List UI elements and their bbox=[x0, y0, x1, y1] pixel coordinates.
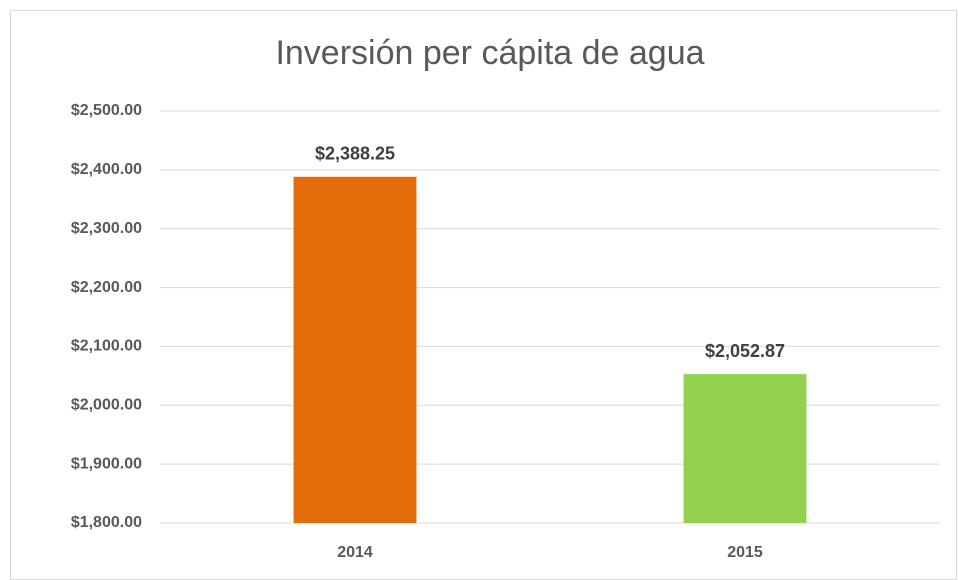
bar bbox=[683, 374, 807, 523]
value-label: $2,388.25 bbox=[315, 144, 395, 164]
value-label: $2,052.87 bbox=[705, 341, 785, 361]
y-tick-label: $2,200.00 bbox=[71, 279, 142, 296]
y-tick-label: $2,500.00 bbox=[71, 102, 142, 119]
x-tick-label: 2014 bbox=[337, 544, 373, 561]
y-tick-label: $2,300.00 bbox=[71, 220, 142, 237]
x-tick-label: 2015 bbox=[727, 544, 763, 561]
y-tick-label: $2,100.00 bbox=[71, 338, 142, 355]
y-tick-label: $2,000.00 bbox=[71, 397, 142, 414]
y-tick-label: $1,800.00 bbox=[71, 514, 142, 531]
y-tick-label: $2,400.00 bbox=[71, 161, 142, 178]
y-tick-label: $1,900.00 bbox=[71, 455, 142, 472]
chart-border bbox=[10, 10, 957, 580]
bar bbox=[293, 176, 417, 523]
chart-title: Inversión per cápita de agua bbox=[275, 34, 704, 72]
